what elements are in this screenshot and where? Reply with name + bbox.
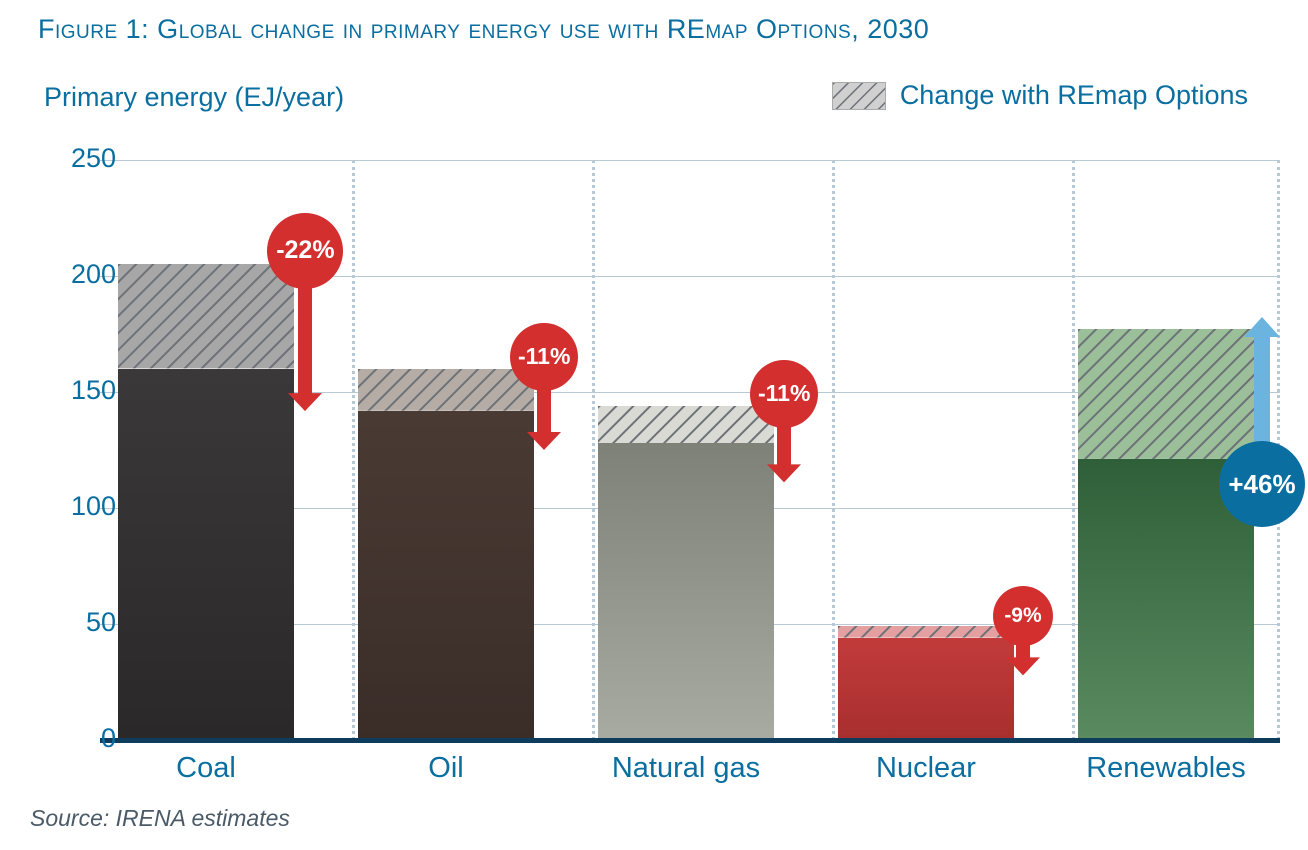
gridline-v bbox=[1072, 160, 1075, 740]
gridline-v bbox=[592, 160, 595, 740]
pct-change-badge: +46% bbox=[1219, 441, 1305, 527]
arrow-down-icon bbox=[285, 275, 325, 411]
bar-hatched-change bbox=[118, 264, 294, 368]
y-tick-label: 150 bbox=[36, 375, 116, 406]
bar-solid bbox=[598, 443, 774, 740]
bar-hatched-change bbox=[358, 369, 534, 411]
bar-oil bbox=[358, 369, 534, 740]
bar-nuclear bbox=[838, 626, 1014, 740]
bar-renewables bbox=[1078, 329, 1254, 740]
figure-title: Figure 1: Global change in primary energ… bbox=[38, 14, 929, 45]
x-tick-label: Coal bbox=[176, 752, 236, 785]
x-axis-baseline bbox=[100, 738, 1280, 743]
pct-change-badge: -11% bbox=[750, 360, 818, 428]
bar-hatched-change bbox=[598, 406, 774, 443]
gridline-h bbox=[100, 160, 1280, 161]
y-tick-label: 0 bbox=[36, 723, 116, 754]
bar-coal bbox=[118, 264, 294, 740]
source-note: Source: IRENA estimates bbox=[30, 805, 290, 832]
pct-change-badge: -11% bbox=[510, 323, 578, 391]
gridline-v bbox=[832, 160, 835, 740]
legend: Change with REmap Options bbox=[832, 80, 1248, 111]
bar-hatched-change bbox=[1078, 329, 1254, 459]
bar-hatched-change bbox=[838, 626, 1014, 638]
x-tick-label: Nuclear bbox=[876, 752, 976, 785]
gridline-v bbox=[352, 160, 355, 740]
x-tick-label: Renewables bbox=[1086, 752, 1246, 785]
legend-label: Change with REmap Options bbox=[900, 80, 1248, 111]
pct-change-badge: -9% bbox=[993, 586, 1053, 646]
y-tick-label: 50 bbox=[36, 607, 116, 638]
x-tick-label: Natural gas bbox=[612, 752, 760, 785]
y-tick-label: 250 bbox=[36, 143, 116, 174]
legend-swatch bbox=[832, 82, 886, 110]
bar-solid bbox=[118, 369, 294, 740]
y-tick-label: 100 bbox=[36, 491, 116, 522]
bar-solid bbox=[838, 638, 1014, 740]
pct-change-badge: -22% bbox=[267, 213, 343, 289]
x-tick-label: Oil bbox=[428, 752, 463, 785]
y-tick-label: 200 bbox=[36, 259, 116, 290]
bar-solid bbox=[358, 411, 534, 740]
bar-natural-gas bbox=[598, 406, 774, 740]
y-axis-label: Primary energy (EJ/year) bbox=[44, 82, 344, 113]
